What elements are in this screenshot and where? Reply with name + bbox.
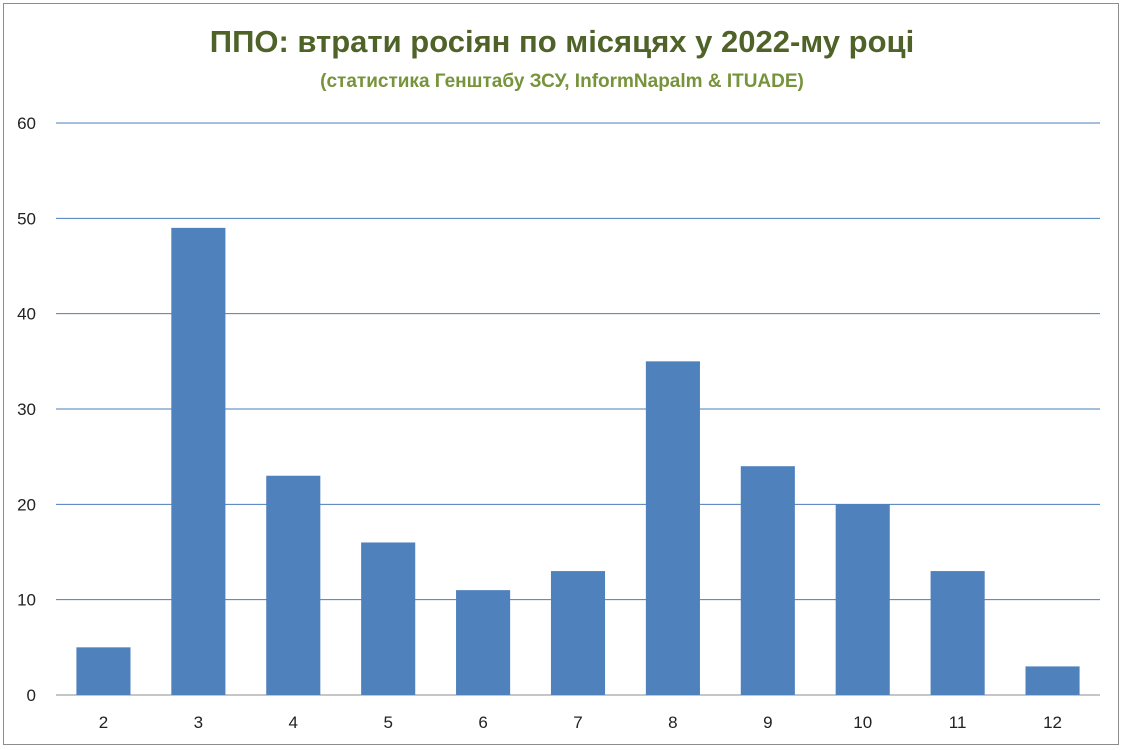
x-tick-label: 10	[853, 713, 872, 732]
y-tick-label: 50	[17, 209, 36, 228]
bar-10	[835, 504, 890, 695]
bar-7	[550, 571, 606, 695]
y-tick-label: 20	[17, 495, 36, 514]
y-tick-label: 0	[27, 686, 36, 705]
bar-4	[266, 475, 321, 695]
bar-11	[930, 571, 985, 695]
x-tick-label: 5	[383, 713, 392, 732]
x-tick-label: 6	[478, 713, 487, 732]
bar-5	[361, 542, 416, 695]
y-tick-label: 10	[17, 591, 36, 610]
x-tick-label: 11	[949, 713, 967, 732]
bar-3	[171, 227, 226, 695]
chart-title: ППО: втрати росіян по місяцях у 2022-му …	[209, 24, 915, 59]
x-tick-label: 3	[194, 713, 203, 732]
chart-subtitle: (статистика Генштабу ЗСУ, InformNapalm &…	[320, 71, 804, 92]
bar-9	[740, 466, 795, 695]
x-tick-label: 4	[289, 713, 298, 732]
y-tick-label: 40	[17, 305, 36, 324]
x-tick-label: 7	[573, 713, 582, 732]
y-tick-label: 60	[17, 114, 36, 133]
x-tick-label: 9	[763, 713, 772, 732]
y-tick-label: 30	[17, 400, 36, 419]
x-tick-label: 12	[1043, 713, 1062, 732]
bar-12	[1025, 666, 1080, 695]
x-tick-label: 2	[99, 713, 108, 732]
bar-8	[645, 361, 700, 695]
bar-6	[456, 590, 511, 695]
x-tick-label: 8	[668, 713, 677, 732]
bar-2	[76, 647, 131, 695]
